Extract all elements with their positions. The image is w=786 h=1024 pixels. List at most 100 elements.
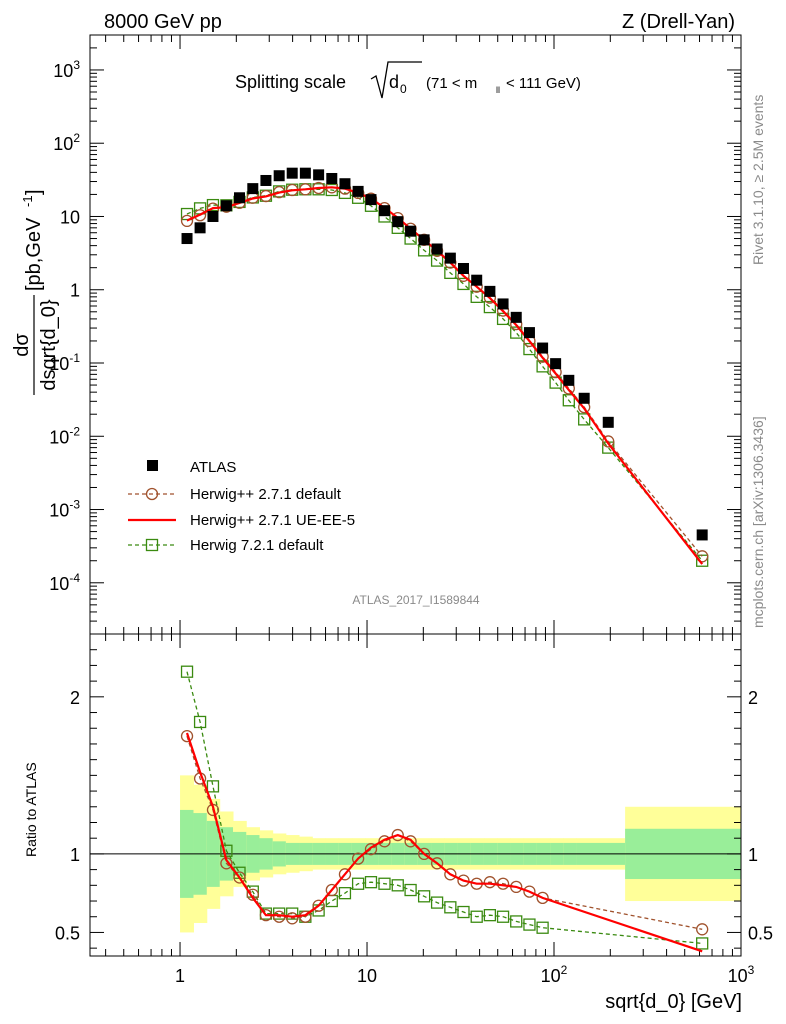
y-label-numerator: dσ — [11, 333, 33, 357]
herwigpp-ueee5-ratio-line — [185, 732, 703, 953]
atlas-point — [578, 392, 590, 404]
herwig7-ratio-point — [496, 910, 510, 923]
herwig7-ratio-point — [696, 937, 709, 950]
main-panel-series — [180, 167, 709, 567]
herwig7-ratio-point — [430, 896, 444, 909]
herwigpp-ueee5-main-line — [186, 186, 704, 565]
herwig7-main-point — [470, 290, 483, 303]
atlas-point — [523, 327, 535, 339]
atlas-point — [510, 311, 522, 323]
herwig7-main-point — [496, 312, 510, 326]
herwig7-ratio-point — [273, 907, 286, 920]
herwig7-main-point — [444, 266, 457, 280]
herwig7-ratio-point — [417, 890, 431, 903]
sqrt-sign — [370, 61, 422, 99]
herwig7-main-point — [536, 360, 549, 373]
herwig7-ratio-point — [444, 901, 457, 914]
y-label-unit: [pb,GeV — [23, 217, 45, 291]
atlas-point — [537, 342, 549, 354]
herwig7-ratio-point — [483, 909, 497, 922]
herwigpp-default-ratio-point — [457, 874, 470, 887]
herwig7-ratio-point — [180, 665, 194, 678]
herwig7-main-point — [578, 413, 591, 426]
herwig7-main-line — [186, 188, 703, 562]
atlas-point — [392, 216, 404, 228]
herwig7-ratio-point — [391, 879, 404, 892]
atlas-point — [431, 243, 443, 255]
x-axis-label: sqrt{d_0} [GeV] — [605, 991, 742, 1013]
herwig7-ratio-point — [206, 780, 220, 793]
legend-label-herwigpp-ueee5: Herwig++ 2.7.1 UE-EE-5 — [190, 512, 355, 529]
ratio-panel-series — [90, 665, 741, 953]
legend-item-herwig7: Herwig 7.2.1 default — [128, 537, 324, 554]
herwigpp-default-ratio-point — [378, 835, 391, 848]
herwig7-ratio-point — [364, 876, 378, 889]
y-tick-label-top: 1 — [70, 281, 80, 301]
plot-title-main: Splitting scale — [235, 72, 346, 92]
legend-item-herwigpp-default: Herwig++ 2.7.1 default — [128, 486, 342, 503]
y-label-unit-exp: -1 — [20, 195, 35, 207]
y-tick-label-top: 103 — [53, 58, 80, 81]
herwigpp-default-ratio-point — [180, 729, 194, 743]
herwig7-ratio-point — [286, 907, 299, 920]
herwigpp-default-ratio-point — [444, 868, 457, 881]
plot-title-range: (71 < m — [426, 75, 477, 92]
atlas-point — [234, 192, 246, 204]
herwig7-ratio-point — [338, 887, 352, 900]
herwig7-ratio-line — [186, 671, 703, 945]
y-label-unit-end: ] — [23, 189, 45, 195]
y-tick-label-ratio-right: 0.5 — [748, 923, 773, 943]
y-tick-label-top: 10-2 — [49, 424, 80, 447]
herwig7-ratio-point — [351, 877, 365, 890]
herwig7-ratio-point — [510, 915, 523, 928]
main-panel-frame — [89, 34, 742, 635]
herwigpp-default-ratio-point — [536, 891, 549, 905]
atlas-point — [247, 183, 259, 195]
herwigpp-default-ratio-point — [364, 843, 378, 856]
atlas-point — [418, 234, 430, 246]
herwigpp-default-ratio-point — [404, 835, 417, 848]
y-tick-label-ratio: 2 — [70, 688, 80, 708]
atlas-point — [326, 172, 338, 184]
header-right: Z (Drell-Yan) — [622, 11, 735, 33]
herwig7-main-point — [696, 554, 709, 567]
atlas-point — [405, 225, 417, 237]
y-tick-label-top: 10-3 — [49, 498, 80, 521]
atlas-point — [563, 374, 575, 386]
x-tick-label: 102 — [541, 963, 568, 986]
y-axis-label-top: dσ dsqrt{d_0} [pb,GeV -1 ] — [11, 189, 60, 395]
herwig7-ratio-point — [457, 905, 470, 919]
herwigpp-default-ratio-point — [286, 912, 299, 925]
herwig7-main-point — [430, 254, 444, 267]
plot-title: Splitting scale d 0 (71 < m ll < 111 GeV… — [235, 61, 581, 99]
y-tick-label-ratio: 0.5 — [55, 923, 80, 943]
plot-title-subscript: 0 — [400, 82, 407, 96]
ratio-panel-frame — [89, 633, 742, 957]
legend-label-herwigpp-default: Herwig++ 2.7.1 default — [190, 486, 342, 503]
y-tick-label-top: 10 — [60, 207, 80, 227]
herwigpp-default-ratio-point — [246, 888, 259, 901]
atlas-point — [220, 200, 232, 212]
herwigpp-default-main-point — [193, 209, 207, 222]
header-left: 8000 GeV pp — [104, 11, 222, 33]
atlas-point — [550, 358, 562, 370]
axes-ticks — [90, 34, 742, 956]
herwigpp-default-ratio-point — [417, 847, 431, 861]
atlas-point — [457, 262, 469, 274]
herwig7-ratio-point — [536, 921, 549, 934]
atlas-point — [273, 170, 285, 182]
atlas-point — [286, 167, 298, 179]
atlas-point — [181, 233, 193, 245]
y-axis-label-ratio: Ratio to ATLAS — [23, 762, 39, 857]
herwigpp-default-main-point — [602, 435, 615, 448]
y-tick-label-top: 10-1 — [49, 351, 80, 374]
atlas-point — [696, 529, 708, 541]
plot-title-range-sub: ll — [496, 85, 500, 95]
herwig7-main-point — [206, 198, 220, 212]
herwigpp-default-ratio-point — [312, 899, 325, 912]
herwig7-ratio-point — [404, 883, 417, 897]
legend-label-herwig7: Herwig 7.2.1 default — [190, 537, 324, 554]
herwigpp-default-ratio-point — [696, 923, 709, 936]
atlas-point — [260, 174, 272, 186]
